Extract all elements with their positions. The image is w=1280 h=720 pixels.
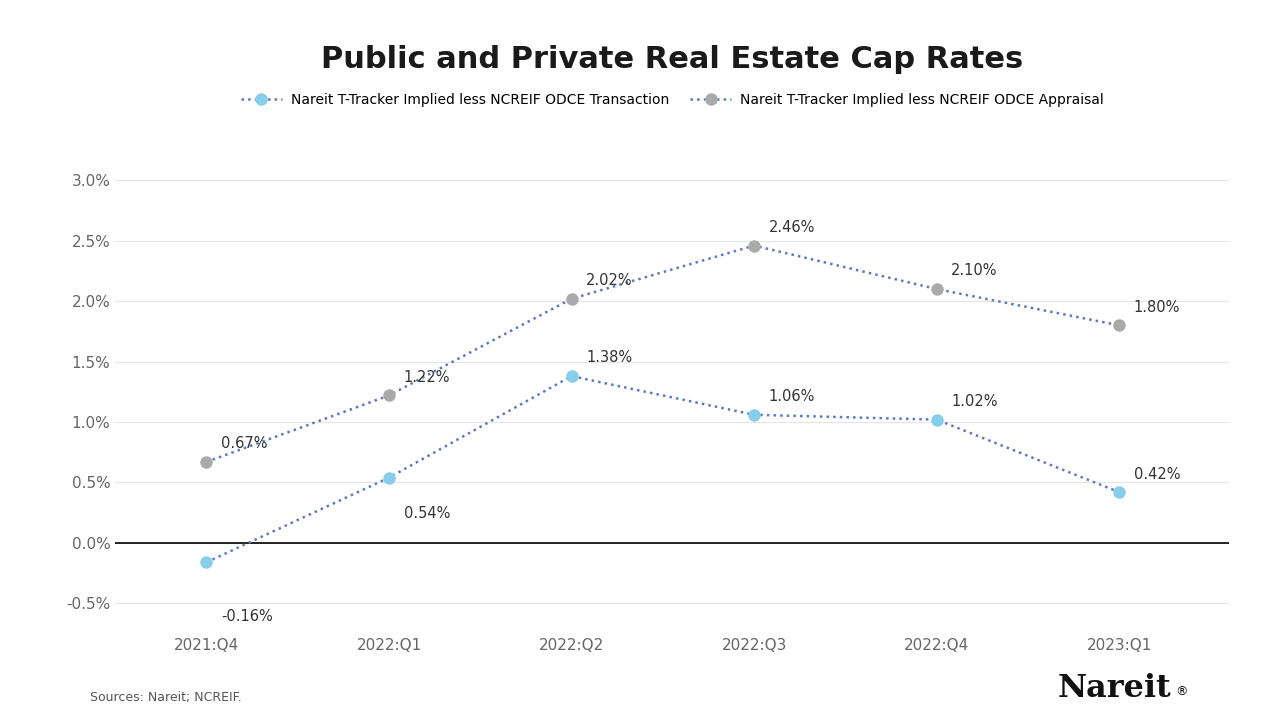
Text: 1.22%: 1.22% <box>403 370 451 384</box>
Text: 2.02%: 2.02% <box>586 273 632 288</box>
Text: ®: ® <box>1175 685 1188 698</box>
Text: 2.10%: 2.10% <box>951 264 998 279</box>
Text: Sources: Nareit; NCREIF.: Sources: Nareit; NCREIF. <box>90 691 242 704</box>
Text: 1.80%: 1.80% <box>1134 300 1180 315</box>
Text: 2.46%: 2.46% <box>769 220 815 235</box>
Text: 1.02%: 1.02% <box>951 394 998 409</box>
Title: Public and Private Real Estate Cap Rates: Public and Private Real Estate Cap Rates <box>321 45 1023 73</box>
Text: 1.38%: 1.38% <box>586 351 632 366</box>
Text: 1.06%: 1.06% <box>769 389 815 404</box>
Text: 0.54%: 0.54% <box>403 506 451 521</box>
Text: Nareit: Nareit <box>1057 673 1171 704</box>
Text: 0.42%: 0.42% <box>1134 467 1180 482</box>
Text: 0.67%: 0.67% <box>221 436 268 451</box>
Text: -0.16%: -0.16% <box>221 609 273 624</box>
Legend: Nareit T-Tracker Implied less NCREIF ODCE Transaction, Nareit T-Tracker Implied : Nareit T-Tracker Implied less NCREIF ODC… <box>236 87 1108 112</box>
